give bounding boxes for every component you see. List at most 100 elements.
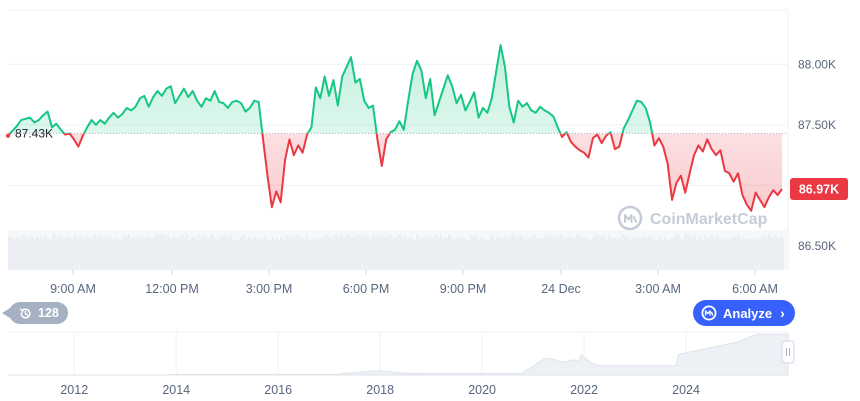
volume-bar: [12, 239, 14, 270]
overview-x-tick-label: 2022: [570, 383, 598, 397]
volume-bar: [356, 235, 358, 270]
volume-bar: [664, 236, 666, 270]
analyze-label: Analyze: [723, 305, 773, 321]
volume-bar: [412, 238, 414, 270]
overview-x-tick-label: 2018: [366, 383, 394, 397]
volume-bar: [34, 239, 36, 270]
volume-bar: [440, 235, 442, 270]
volume-bar: [398, 234, 400, 270]
volume-bar: [630, 239, 632, 270]
volume-bar: [468, 239, 470, 270]
x-tick-label: 9:00 AM: [50, 282, 96, 296]
volume-bar: [778, 238, 780, 270]
volume-bar: [158, 234, 160, 270]
volume-bar: [140, 237, 142, 270]
volume-bar: [570, 236, 572, 270]
volume-bar: [696, 239, 698, 270]
volume-bar: [376, 236, 378, 270]
volume-bar: [252, 238, 254, 270]
volume-bar: [672, 237, 674, 270]
volume-bar: [606, 239, 608, 270]
x-tick-label: 3:00 AM: [635, 282, 681, 296]
volume-bar: [428, 238, 430, 270]
volume-bar: [236, 239, 238, 270]
analyze-button[interactable]: Analyze ›: [693, 300, 795, 326]
volume-bar: [396, 237, 398, 270]
volume-bar: [294, 234, 296, 270]
volume-bar: [512, 234, 514, 270]
volume-bar: [600, 237, 602, 270]
volume-bar: [82, 238, 84, 270]
volume-bar: [90, 237, 92, 270]
volume-bar: [642, 236, 644, 270]
volume-bar: [62, 238, 64, 270]
volume-bar: [274, 239, 276, 270]
volume-bar: [638, 238, 640, 270]
x-tick-label: 6:00 AM: [732, 282, 778, 296]
volume-bar: [470, 235, 472, 270]
overview-x-tick-label: 2012: [60, 383, 88, 397]
volume-bar: [208, 239, 210, 270]
volume-bar: [742, 237, 744, 270]
volume-bar: [648, 236, 650, 270]
volume-bar: [526, 238, 528, 270]
volume-bar: [320, 237, 322, 270]
volume-bar: [708, 238, 710, 270]
volume-bar: [756, 239, 758, 270]
y-tick-label: 88.00K: [798, 57, 836, 71]
price-lines: 86.97K: [6, 44, 848, 212]
volume-bar: [556, 239, 558, 270]
volume-bar: [220, 235, 222, 270]
notification-chip[interactable]: 128: [2, 302, 68, 324]
volume-bar: [640, 238, 642, 270]
volume-bar: [694, 234, 696, 270]
volume-bar: [230, 235, 232, 270]
volume-bar: [682, 239, 684, 270]
volume-bar: [566, 237, 568, 270]
volume-bar: [592, 237, 594, 270]
volume-bar: [774, 235, 776, 270]
volume-bar: [596, 235, 598, 270]
volume-bar: [288, 237, 290, 270]
volume-bar: [352, 237, 354, 270]
volume-bar: [42, 239, 44, 270]
volume-bar: [430, 235, 432, 270]
volume-bar: [494, 239, 496, 270]
volume-bar: [516, 237, 518, 270]
volume-bar: [222, 235, 224, 270]
current-price-badge: [790, 177, 848, 200]
volume-bar: [142, 237, 144, 270]
volume-bar: [28, 238, 30, 270]
volume-bar: [514, 234, 516, 270]
volume-bar: [684, 234, 686, 270]
volume-bar: [332, 239, 334, 270]
volume-bar: [646, 238, 648, 270]
volume-bar: [704, 236, 706, 270]
volume-bar: [72, 238, 74, 270]
volume-bar: [750, 238, 752, 270]
volume-bar: [394, 237, 396, 270]
overview-handle-icon[interactable]: [781, 340, 795, 364]
volume-bar: [386, 237, 388, 270]
volume-bar: [698, 238, 700, 270]
volume-bar: [734, 236, 736, 270]
y-tick-label: 87.50K: [798, 118, 836, 132]
volume-bar: [434, 234, 436, 270]
volume-bar: [604, 237, 606, 270]
volume-bar: [22, 234, 24, 270]
volume-bar: [94, 234, 96, 270]
volume-bar: [184, 238, 186, 270]
volume-bar: [246, 239, 248, 270]
volume-bar: [766, 236, 768, 270]
volume-bar: [626, 236, 628, 270]
chip-count: 128: [38, 306, 59, 320]
overview-navigator[interactable]: 2012 2014 2016 2018 2020 2022 2024: [8, 331, 795, 397]
volume-bar: [80, 236, 82, 270]
volume-bar: [460, 237, 462, 270]
volume-bar: [380, 235, 382, 270]
volume-bar: [178, 237, 180, 270]
volume-bar: [176, 238, 178, 270]
volume-bar: [368, 237, 370, 270]
overview-x-tick-label: 2014: [162, 383, 190, 397]
